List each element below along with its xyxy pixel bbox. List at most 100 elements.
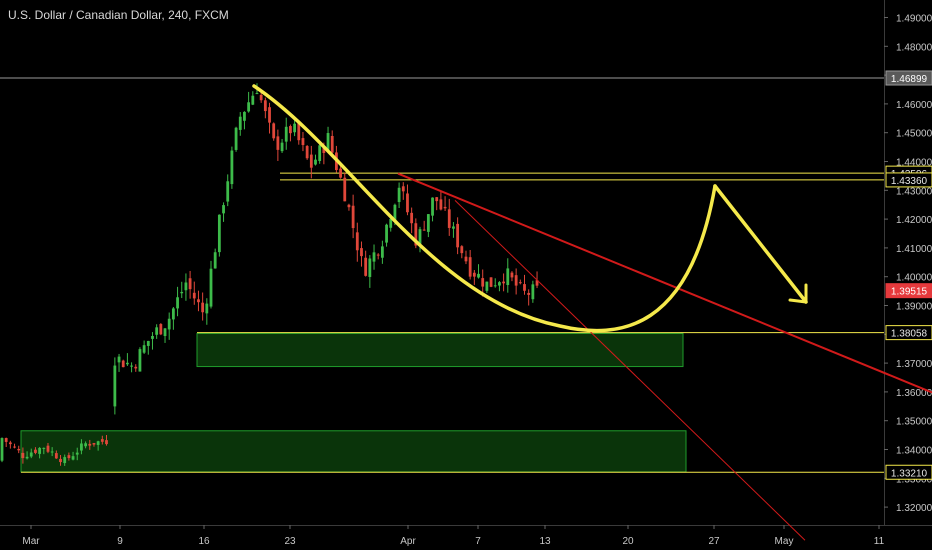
price-label-badge [885,283,932,299]
price-label-text: 1.33210 [891,468,928,479]
candle-body [376,254,380,256]
candle-body [163,328,167,337]
candle-body [222,205,225,214]
y-tick-label: 1.41000 [896,244,932,255]
chart-title: U.S. Dollar / Canadian Dollar, 240, FXCM [8,8,229,22]
candle-body [280,142,284,152]
candle-body [268,107,271,123]
x-tick-label: 13 [539,536,551,547]
candle-body [13,446,16,448]
candle-body [326,133,330,153]
candle-body [506,268,510,286]
candle-body [355,232,359,251]
x-tick-label: 9 [117,536,123,547]
candle-body [477,273,480,278]
candle-body [289,126,292,134]
candle-body [146,340,150,346]
candle-body [213,252,217,269]
candle-body [84,443,87,447]
y-tick-label: 1.35000 [896,417,932,428]
price-label-text: 1.46899 [891,74,928,85]
candle-body [322,146,326,153]
candle-body [188,278,192,290]
candle-body [42,447,46,449]
candle-body [393,204,397,221]
candle-body [397,187,401,203]
candle-body [247,102,251,112]
candle-body [8,442,12,445]
candle-body [293,123,296,133]
candle-body [29,452,33,457]
candle-body [330,135,334,153]
candle-body [418,229,422,244]
candle-body [339,168,342,178]
candle-body [34,449,37,453]
x-tick-label: Mar [22,536,40,547]
price-label-text: 1.38058 [891,329,928,340]
y-tick-label: 1.36000 [896,388,932,399]
candle-body [510,272,514,278]
candle-body [527,292,531,295]
candle-body [117,356,121,363]
candle-body [493,285,497,287]
candle-body [50,451,54,453]
candle-body [25,456,29,459]
candle-body [251,95,255,105]
y-tick-label: 1.46000 [896,100,932,111]
candle-body [130,365,133,367]
candle-body [351,205,355,229]
price-label-badge [885,325,932,341]
candle-body [67,455,71,459]
candle-body [368,258,372,277]
candle-body [514,275,518,286]
candle-body [0,438,4,461]
candle-body [456,223,460,248]
candle-body [468,257,472,277]
candle-body [205,303,209,314]
candle-body [502,281,505,284]
y-tick-label: 1.33000 [896,474,932,485]
candle-body [464,256,468,262]
x-tick-label: 23 [284,536,296,547]
candle-body [443,206,447,209]
candle-body [96,441,100,445]
y-tick-label: 1.44000 [896,158,932,169]
y-tick-label: 1.37000 [896,359,932,370]
candle-body [155,327,159,335]
candle-body [176,297,179,309]
candle-body [105,440,108,445]
price-label-badge [885,464,932,480]
candle-body [276,136,280,150]
candle-body [134,366,138,369]
y-tick-label: 1.32000 [896,503,932,514]
x-tick-label: 11 [874,536,885,547]
candle-body [92,442,96,445]
candle-body [180,291,184,294]
candle-body [71,456,75,460]
candle-body [460,246,464,254]
candle-body [38,447,42,454]
candle-body [305,146,309,159]
price-label-badge [885,172,932,188]
candle-body [138,349,142,372]
candle-body [410,212,414,224]
price-label-badge [885,70,932,86]
x-tick-label: 16 [198,536,210,547]
candle-body [217,214,221,253]
candle-body [243,111,246,121]
candle-body [435,197,439,202]
x-tick-label: 27 [708,536,720,547]
candle-body [263,100,267,112]
candle-body [535,280,539,286]
demand-zone [20,430,687,473]
candle-body [447,209,451,228]
candle-body [414,223,418,246]
candle-body [489,277,493,287]
candle-body [422,229,426,231]
candle-body [142,345,146,353]
candle-body [59,458,62,463]
red-trendline-upper [397,172,932,394]
x-tick-label: Apr [400,536,416,547]
candle-body [301,138,305,146]
